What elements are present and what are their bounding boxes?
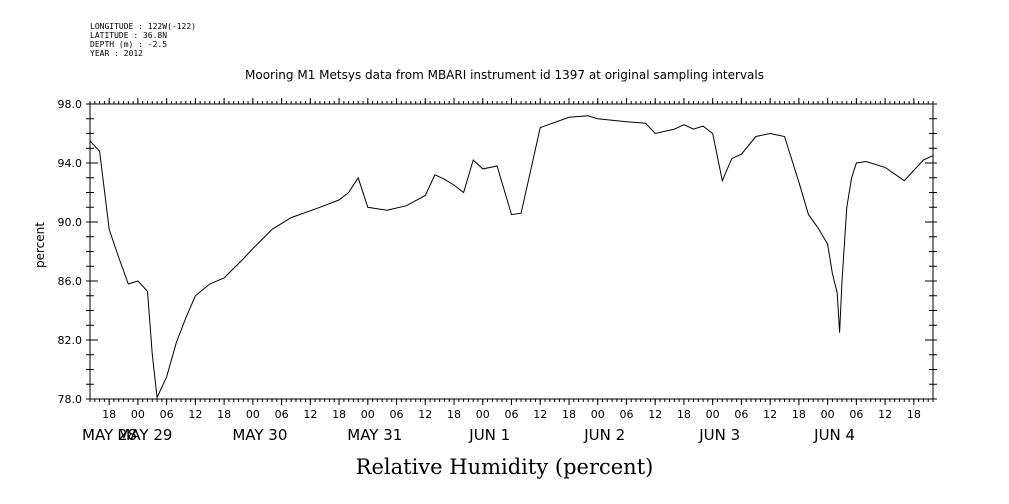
x-hour-tick-label: 06 (619, 408, 633, 421)
x-hour-tick-label: 00 (246, 408, 260, 421)
x-day-label: JUN 3 (698, 426, 740, 444)
plot-frame (89, 103, 934, 400)
y-tick-label: 90.0 (58, 216, 83, 229)
y-tick-label: 78.0 (58, 393, 83, 406)
x-day-label: MAY 29 (117, 426, 172, 444)
longitude-label: LONGITUDE : 122W(-122) (90, 22, 196, 31)
x-hour-tick-label: 00 (476, 408, 490, 421)
x-day-label: MAY 31 (347, 426, 402, 444)
x-day-label: MAY 30 (232, 426, 287, 444)
x-hour-tick-label: 06 (849, 408, 863, 421)
x-hour-tick-label: 18 (562, 408, 576, 421)
x-hour-tick-label: 06 (275, 408, 289, 421)
axis-tick-labels: 18 00 06 12 18 00 06 12 18 00 06 12 18 00 06 12 18 00 06 12… (58, 98, 921, 444)
humidity-series-line (89, 115, 934, 400)
x-hour-tick-label: 12 (418, 408, 432, 421)
x-hour-tick-label: 18 (102, 408, 116, 421)
x-hour-tick-label: 06 (734, 408, 748, 421)
x-hour-tick-label: 18 (907, 408, 921, 421)
x-hour-tick-label: 06 (160, 408, 174, 421)
x-hour-tick-label: 12 (533, 408, 547, 421)
x-hour-tick-label: 12 (878, 408, 892, 421)
x-hour-tick-label: 00 (361, 408, 375, 421)
x-hour-tick-label: 18 (677, 408, 691, 421)
y-tick-label: 82.0 (58, 334, 83, 347)
x-hour-tick-label: 12 (188, 408, 202, 421)
latitude-label: LATITUDE : 36.8N (90, 31, 168, 40)
y-tick-label: 98.0 (58, 98, 83, 111)
x-hour-tick-label: 12 (648, 408, 662, 421)
x-day-label: JUN 2 (583, 426, 625, 444)
axis-ticks (86, 98, 937, 405)
chart-label: Relative Humidity (percent) (355, 455, 654, 479)
x-hour-tick-label: 00 (131, 408, 145, 421)
plot-title: Mooring M1 Metsys data from MBARI instru… (245, 68, 764, 82)
year-label: YEAR : 2012 (90, 49, 143, 58)
y-tick-label: 86.0 (58, 275, 83, 288)
x-hour-tick-label: 00 (821, 408, 835, 421)
depth-label: DEPTH (m) : -2.5 (90, 40, 168, 49)
x-hour-tick-label: 18 (217, 408, 231, 421)
x-day-label: JUN 1 (468, 426, 510, 444)
x-hour-tick-label: 18 (332, 408, 346, 421)
x-hour-tick-label: 12 (303, 408, 317, 421)
x-hour-tick-label: 18 (447, 408, 461, 421)
x-hour-tick-label: 06 (505, 408, 519, 421)
x-hour-tick-label: 06 (390, 408, 404, 421)
x-hour-tick-label: 12 (763, 408, 777, 421)
x-day-label: JUN 4 (813, 426, 855, 444)
x-hour-tick-label: 18 (792, 408, 806, 421)
x-hour-tick-label: 00 (706, 408, 720, 421)
y-tick-label: 94.0 (58, 157, 83, 170)
x-day-label: MAY 28 (82, 426, 137, 444)
x-hour-tick-label: 00 (591, 408, 605, 421)
